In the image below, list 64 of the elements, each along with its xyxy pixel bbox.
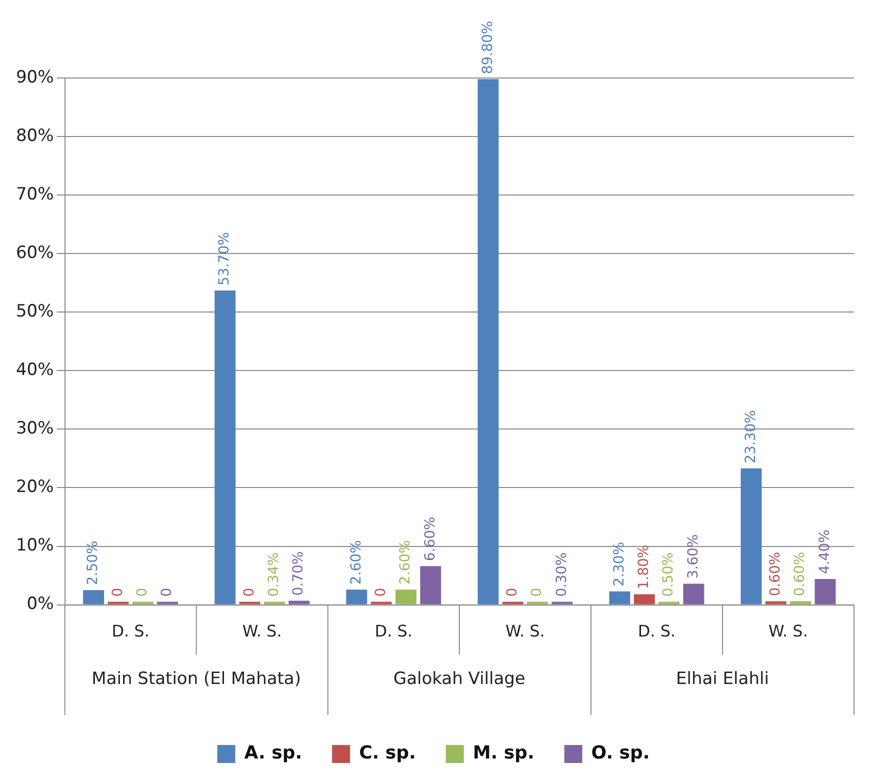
data-label: 0 <box>134 588 151 597</box>
bar <box>790 601 812 604</box>
bar <box>346 590 368 604</box>
bar <box>420 566 442 604</box>
data-label: 0.30% <box>554 552 570 597</box>
legend-label: A. sp. <box>244 742 302 764</box>
text: Elhai Elahli <box>676 669 769 690</box>
bar <box>395 590 416 604</box>
bar <box>609 591 630 604</box>
legend-label: O. sp. <box>591 742 650 764</box>
data-label: 1.80% <box>636 544 652 590</box>
bar <box>683 584 704 604</box>
data-label: 2.60% <box>398 540 414 585</box>
y-tick-label: 50% <box>16 302 54 322</box>
y-tick-label: 60% <box>16 243 54 264</box>
data-label: 2.30% <box>611 542 628 586</box>
x-tick-label: W. S. <box>768 622 808 641</box>
x-tick-label: D. S. <box>374 622 412 641</box>
bar <box>814 579 836 604</box>
data-label: 89.80% <box>480 20 496 74</box>
x-tick-label: D. S. <box>112 622 150 641</box>
x-tick-label: W. S. <box>505 622 545 641</box>
bar <box>83 590 104 604</box>
data-label: 0.70% <box>290 551 307 596</box>
y-tick-label: 10% <box>16 536 54 556</box>
legend-label: C. sp. <box>359 742 416 764</box>
data-label: 0 <box>110 588 126 597</box>
data-label: 0.60% <box>792 552 808 596</box>
text: Galokah Village <box>393 669 526 690</box>
bar <box>658 602 680 604</box>
data-label: 0.60% <box>768 552 784 596</box>
data-label: 4.40% <box>816 530 833 574</box>
bar <box>634 594 655 604</box>
data-label: 2.60% <box>348 540 364 585</box>
y-tick-label: 20% <box>16 477 54 498</box>
legend-label: M. sp. <box>472 742 534 764</box>
x-tick-label: D. S. <box>638 622 676 641</box>
bar <box>214 290 236 604</box>
data-label: 0 <box>504 588 520 597</box>
y-tick-label: 0% <box>26 594 54 614</box>
y-tick-label: 30% <box>16 418 54 439</box>
data-label: 6.60% <box>422 516 438 562</box>
bar <box>765 601 786 604</box>
data-label: 0 <box>529 588 546 597</box>
y-tick-label: 80% <box>16 126 54 146</box>
y-tick-label: 90% <box>16 67 54 88</box>
bar <box>740 468 762 604</box>
data-label: 3.60% <box>685 534 702 579</box>
x-tick-label: W. S. <box>242 622 282 641</box>
y-tick-label: 70% <box>16 184 54 204</box>
data-label: 0.50% <box>660 552 677 597</box>
data-label: 2.50% <box>85 540 102 586</box>
data-label: 0.34% <box>266 552 282 597</box>
bar <box>288 600 310 604</box>
data-label: 53.70% <box>216 232 233 286</box>
data-label: 23.30% <box>742 410 759 464</box>
data-label: 0 <box>241 588 258 597</box>
bar <box>264 602 285 604</box>
y-tick-label: 40% <box>16 360 54 380</box>
text: Main Station (El Mahata) <box>92 669 301 690</box>
data-label: 0 <box>159 588 176 597</box>
data-label: 0 <box>372 588 389 597</box>
bar <box>478 79 499 604</box>
bar <box>552 602 573 604</box>
